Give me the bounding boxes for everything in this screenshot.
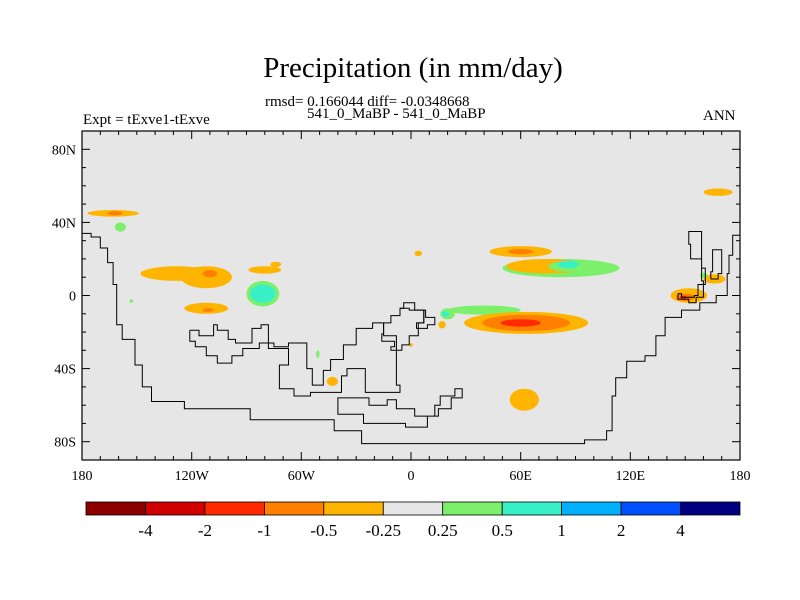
x-tick-label: 180 bbox=[72, 469, 93, 484]
colorbar-label: 2 bbox=[617, 521, 626, 540]
colorbar-swatch bbox=[501, 501, 563, 516]
anomaly-region-s-atl-12 bbox=[326, 376, 338, 386]
anomaly-region-e-pac-5 bbox=[180, 266, 232, 289]
colorbar-swatch bbox=[561, 501, 622, 516]
anomaly-region-scattered-36 bbox=[409, 343, 413, 347]
anomaly-region-e-pac-s-8 bbox=[202, 308, 214, 312]
anomaly-region-nw-pac-2 bbox=[107, 211, 123, 216]
y-tick-label: 0 bbox=[69, 290, 76, 305]
x-axis: 180 120W 60W 0 60E 120E 180 bbox=[72, 131, 751, 484]
x-tick-label: 180 bbox=[730, 469, 751, 484]
colorbar: -4 -2 -1 -0.5 -0.25 0.25 0.5 1 2 4 bbox=[85, 501, 741, 540]
coastlines bbox=[82, 231, 740, 445]
anomaly-region-caribbean-11 bbox=[248, 266, 282, 274]
colorbar-swatch bbox=[442, 501, 503, 516]
colorbar-label: -0.25 bbox=[366, 521, 401, 540]
colorbar-swatch bbox=[382, 501, 444, 516]
anomaly-region-e-pac-s-7 bbox=[184, 302, 229, 314]
y-tick-label: 80S bbox=[54, 436, 76, 451]
x-tick-label: 120E bbox=[616, 469, 646, 484]
y-tick-label: 80N bbox=[52, 143, 76, 158]
anomaly-region-gulf-14 bbox=[270, 261, 282, 268]
anomaly-region-congo-wet-28 bbox=[442, 311, 450, 317]
colorbar-label: -0.5 bbox=[310, 521, 337, 540]
coastline-6 bbox=[710, 249, 723, 280]
anomaly-region-s-ocean-30 bbox=[509, 388, 539, 411]
experiment-label: Expt = tExve1-tExve bbox=[83, 112, 210, 128]
anomaly-region-w-pac-n-35 bbox=[699, 272, 708, 279]
coastline-2 bbox=[381, 307, 425, 351]
colorbar-swatch bbox=[680, 501, 741, 516]
coastline-3 bbox=[400, 302, 436, 329]
anomaly-regions bbox=[87, 188, 733, 411]
colorbar-swatch bbox=[85, 501, 146, 516]
colorbar-label: -4 bbox=[138, 521, 153, 540]
anomaly-region-e-pac-6 bbox=[202, 269, 218, 278]
colorbar-swatch bbox=[620, 501, 681, 516]
colorbar-swatch bbox=[263, 501, 325, 516]
season-label: ANN bbox=[703, 108, 736, 124]
map-background-fill bbox=[82, 131, 740, 460]
anomaly-region-ring-0 bbox=[703, 188, 733, 196]
anomaly-region-s-indian-26 bbox=[500, 319, 541, 327]
colorbar-label: -2 bbox=[198, 521, 212, 540]
anomaly-region-africa-w-29 bbox=[438, 321, 446, 329]
chart-title: Precipitation (in mm/day) bbox=[263, 52, 563, 84]
stats-subtitle: rmsd= 0.166044 diff= -0.0348668 bbox=[265, 94, 470, 110]
colorbar-swatch bbox=[323, 501, 384, 516]
anomaly-region-amazon-wet-10 bbox=[250, 284, 276, 303]
y-tick-label: 40S bbox=[54, 363, 76, 378]
colorbar-label: 0.25 bbox=[428, 521, 458, 540]
anomaly-region-mid-pac-15 bbox=[129, 299, 134, 303]
colorbar-label: -1 bbox=[257, 521, 271, 540]
coastline-4 bbox=[337, 388, 463, 428]
y-tick-label: 40N bbox=[52, 216, 76, 231]
x-tick-label: 60E bbox=[509, 469, 532, 484]
colorbar-label: 1 bbox=[557, 521, 566, 540]
anomaly-region-n-africa-16 bbox=[414, 250, 422, 257]
colorbar-swatch bbox=[204, 501, 265, 516]
x-tick-label: 120W bbox=[175, 469, 210, 484]
anomaly-region-se-asia-22 bbox=[557, 260, 580, 269]
anomaly-region-equ-wet-23 bbox=[447, 305, 521, 315]
anomaly-region-india-18 bbox=[507, 248, 534, 255]
y-axis: 80N 40N 0 40S 80S bbox=[52, 143, 740, 451]
x-tick-label: 0 bbox=[408, 469, 415, 484]
colorbar-swatch bbox=[145, 501, 206, 516]
anomaly-region-s-atl-wet-13 bbox=[316, 350, 320, 358]
anomaly-region-npac-wet-3 bbox=[114, 222, 126, 232]
case-pair-label: 541_0_MaBP - 541_0_MaBP bbox=[307, 106, 486, 122]
colorbar-label: 0.5 bbox=[492, 521, 513, 540]
map-background bbox=[82, 131, 740, 460]
coastline-0 bbox=[82, 232, 740, 445]
colorbar-label: 4 bbox=[676, 521, 685, 540]
x-tick-label: 60W bbox=[288, 469, 316, 484]
coastline-5 bbox=[677, 231, 706, 304]
coastline-1 bbox=[189, 322, 401, 397]
